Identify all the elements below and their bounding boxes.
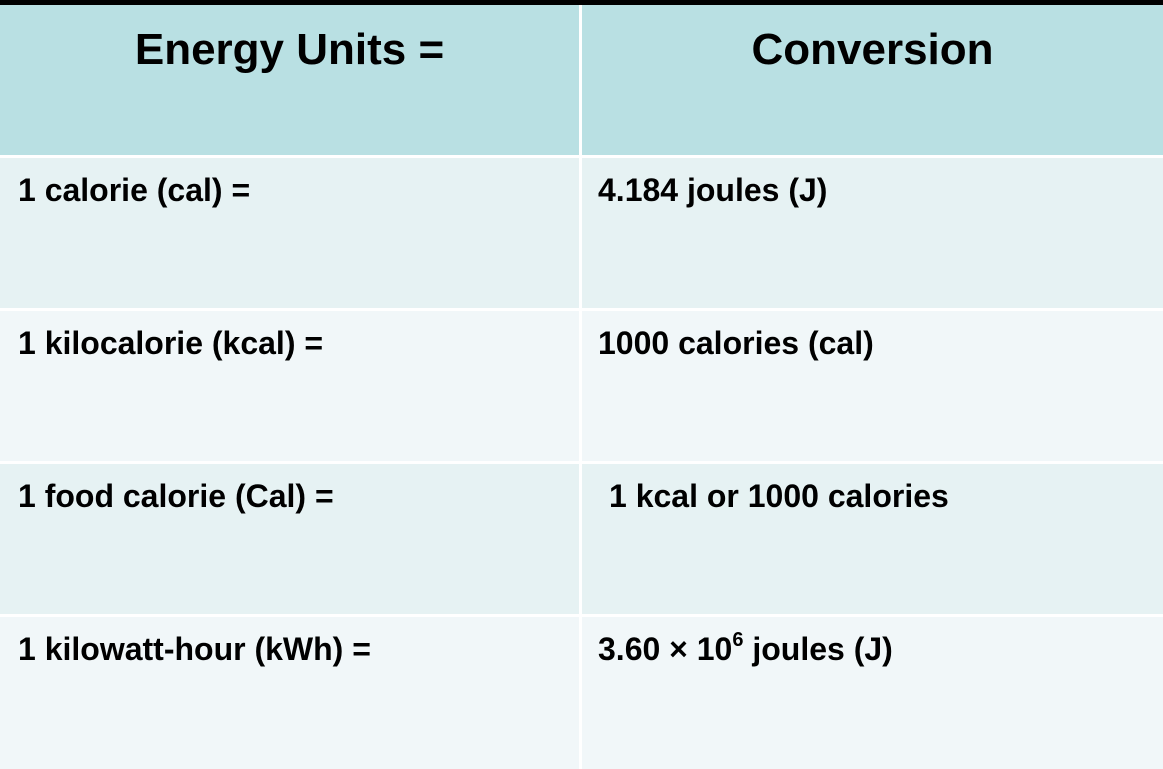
table-cell: 1 kcal or 1000 calories [582, 464, 1163, 614]
table-cell: 1 kilowatt-hour (kWh) = [0, 617, 579, 769]
cell-text: joules (J) [743, 631, 893, 667]
table-cell: 1000 calories (cal) [582, 311, 1163, 461]
cell-text: 3.60 × 10 [598, 631, 733, 667]
table-cell: 1 food calorie (Cal) = [0, 464, 579, 614]
table-cell: 4.184 joules (J) [582, 158, 1163, 308]
table-cell: 1 kilocalorie (kcal) = [0, 311, 579, 461]
table-cell: 1 calorie (cal) = [0, 158, 579, 308]
table-cell: 3.60 × 106 joules (J) [582, 617, 1163, 769]
exponent: 6 [732, 629, 744, 651]
top-bar [0, 0, 1163, 5]
header-cell: Energy Units = [0, 5, 579, 155]
header-cell: Conversion [582, 5, 1163, 155]
